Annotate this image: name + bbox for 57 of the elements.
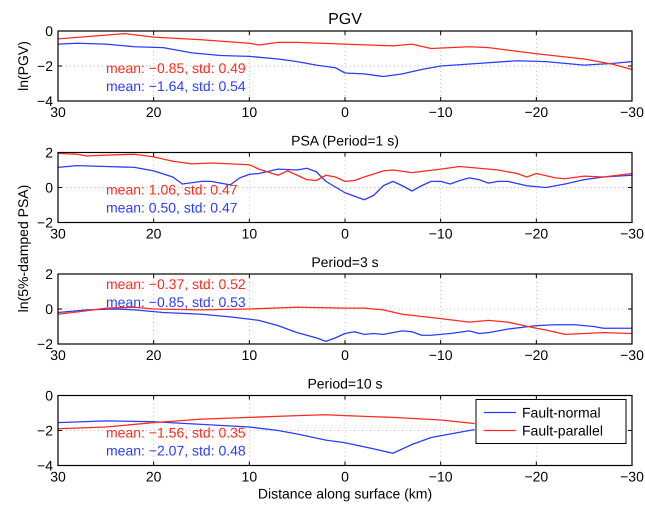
- x-tick-label: 30: [50, 104, 66, 120]
- x-tick-label: −20: [524, 468, 548, 484]
- annotation: mean: 0.50, std: 0.47: [106, 200, 238, 216]
- line-series: [57, 42, 633, 78]
- x-tick-label: 30: [50, 347, 66, 363]
- x-tick-label: −20: [524, 104, 548, 120]
- y-tick-label: 2: [45, 144, 54, 160]
- x-tick-label: 0: [341, 468, 350, 484]
- y-tick-label: 0: [45, 388, 54, 404]
- annotation: mean: −0.85, std: 0.49: [106, 60, 246, 76]
- y-axis-title: ln(PGV): [15, 41, 31, 91]
- x-tick-label: −30: [620, 104, 644, 120]
- legend-label: Fault-parallel: [522, 422, 603, 438]
- line-series: [57, 308, 633, 342]
- x-tick-label: 10: [242, 468, 258, 484]
- annotation: mean: −0.85, std: 0.53: [106, 294, 246, 310]
- x-tick-label: 0: [341, 226, 350, 242]
- y-tick-label: 2: [45, 266, 54, 282]
- x-tick-label: −10: [428, 226, 453, 242]
- chart-title: Period=3 s: [311, 254, 379, 270]
- x-tick-label: −20: [524, 347, 548, 363]
- annotation: mean: −0.37, std: 0.52: [106, 276, 246, 292]
- x-tick-label: 30: [50, 226, 66, 242]
- x-tick-label: −10: [428, 468, 453, 484]
- annotation: mean: −1.64, std: 0.54: [106, 78, 246, 94]
- x-tick-label: 20: [146, 226, 162, 242]
- x-tick-label: 10: [242, 104, 258, 120]
- y-tick-label: 0: [45, 23, 54, 39]
- annotation: mean: −1.56, std: 0.35: [106, 424, 246, 440]
- x-tick-label: 20: [146, 104, 162, 120]
- x-tick-label: −30: [620, 468, 644, 484]
- y-tick-label: −2: [37, 422, 54, 438]
- x-tick-label: −10: [428, 347, 453, 363]
- x-axis-title: Distance along surface (km): [258, 486, 432, 502]
- annotation: mean: −2.07, std: 0.48: [106, 442, 246, 458]
- x-tick-label: −30: [620, 347, 644, 363]
- y-axis-title: ln(5%-damped PSA): [15, 184, 31, 312]
- x-tick-label: 0: [341, 104, 350, 120]
- line-series: [57, 164, 633, 200]
- annotation: mean: 1.06, std: 0.47: [106, 182, 238, 198]
- y-tick-label: −2: [37, 58, 54, 74]
- x-tick-label: −30: [620, 226, 644, 242]
- x-tick-label: −20: [524, 226, 548, 242]
- legend-label: Fault-normal: [522, 404, 601, 420]
- x-tick-label: 10: [242, 347, 258, 363]
- x-tick-label: 20: [146, 468, 162, 484]
- chart-title: PGV: [328, 11, 362, 28]
- x-tick-label: 30: [50, 468, 66, 484]
- x-tick-label: 10: [242, 226, 258, 242]
- chart-title: Period=10 s: [307, 376, 383, 392]
- x-tick-label: 0: [341, 347, 350, 363]
- y-tick-label: 0: [45, 301, 54, 317]
- chart-title: PSA (Period=1 s): [291, 132, 399, 148]
- y-tick-label: 0: [45, 180, 54, 196]
- line-series: [57, 152, 633, 182]
- x-tick-label: 20: [146, 347, 162, 363]
- x-tick-label: −10: [428, 104, 453, 120]
